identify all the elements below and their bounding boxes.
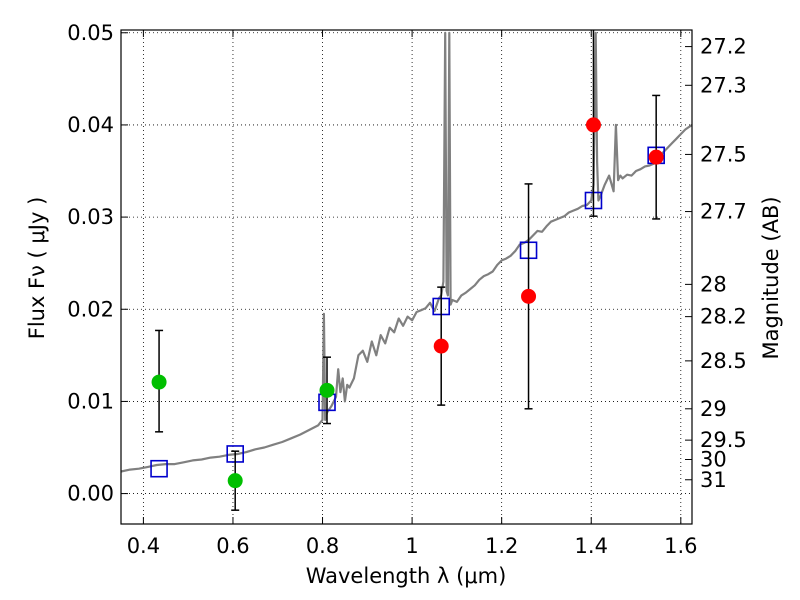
y-tick-label: 0.03	[67, 205, 114, 229]
spectrum-line	[121, 31, 692, 473]
magnitude-tick-label: 27.2	[700, 35, 747, 59]
y-tick-label: 0.00	[67, 482, 114, 506]
axis-ticks: 0.4 0.6 0.8 1 1.2 1.4 1.6 0.00 0.01 0.02 0.03 0.04 0…	[67, 21, 747, 558]
magnitude-tick-label: 28	[700, 272, 727, 296]
x-tick-label: 1	[405, 534, 418, 558]
magnitude-tick-label: 27.3	[700, 73, 747, 97]
photometry-point	[433, 338, 449, 354]
y-tick-label: 0.05	[67, 21, 114, 45]
photometry-point	[319, 382, 335, 398]
x-tick-label: 1.2	[485, 534, 518, 558]
magnitude-tick-label: 27.5	[700, 142, 747, 166]
magnitude-tick-label: 29	[700, 397, 727, 421]
x-tick-label: 0.4	[127, 534, 160, 558]
x-tick-label: 1.4	[575, 534, 608, 558]
magnitude-tick-label: 31	[700, 468, 727, 492]
y-tick-label: 0.02	[67, 297, 114, 321]
y-tick-label: 0.01	[67, 389, 114, 413]
magnitude-tick-label: 28.2	[700, 305, 747, 329]
photometry-point	[521, 288, 537, 304]
y2-axis-label: Magnitude (AB)	[759, 196, 783, 359]
x-tick-label: 1.6	[664, 534, 697, 558]
y-axis-label: Flux Fν ( μJy )	[25, 197, 49, 340]
photometry-point	[648, 149, 664, 165]
magnitude-tick-label: 28.5	[700, 349, 747, 373]
data-layer	[121, 30, 692, 511]
x-axis-label: Wavelength λ (μm)	[306, 564, 507, 588]
magnitude-tick-label: 29.5	[700, 428, 747, 452]
plot-frame	[120, 29, 693, 525]
magnitude-tick-label: 27.7	[700, 200, 747, 224]
grid	[121, 30, 692, 524]
model-square-marker	[150, 459, 168, 478]
x-tick-label: 0.8	[306, 534, 339, 558]
magnitude-tick-label: 30	[700, 447, 727, 471]
x-tick-label: 0.6	[216, 534, 249, 558]
y-tick-label: 0.04	[67, 113, 114, 137]
photometry-point	[585, 117, 601, 133]
photometry-point	[227, 473, 243, 489]
photometry-point	[151, 374, 167, 390]
